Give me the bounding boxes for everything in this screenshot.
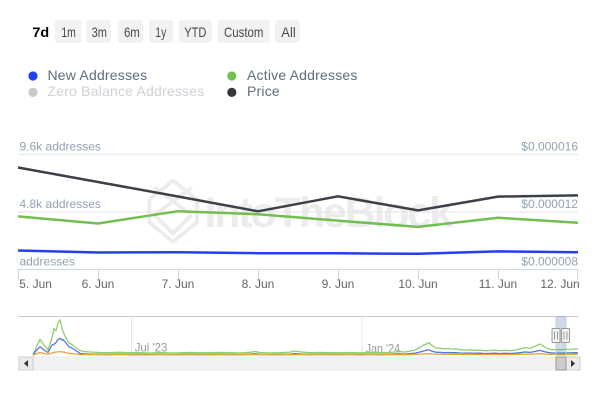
svg-text:addresses: addresses [20, 255, 75, 269]
svg-text:7d: 7d [32, 25, 49, 40]
svg-text:$0.000008: $0.000008 [521, 255, 578, 269]
svg-text:Custom: Custom [224, 25, 263, 40]
svg-text:9. Jun: 9. Jun [322, 277, 355, 291]
svg-text:11. Jun: 11. Jun [479, 277, 517, 291]
svg-text:4.8k addresses: 4.8k addresses [20, 197, 101, 211]
svg-text:10. Jun: 10. Jun [398, 277, 437, 291]
svg-text:$0.000012: $0.000012 [521, 197, 578, 211]
svg-text:Zero Balance Addresses: Zero Balance Addresses [48, 83, 205, 99]
svg-text:New Addresses: New Addresses [48, 67, 148, 83]
svg-text:1y: 1y [155, 25, 166, 40]
svg-text:YTD: YTD [184, 25, 206, 40]
svg-text:6. Jun: 6. Jun [82, 277, 115, 291]
svg-text:12. Jun: 12. Jun [540, 277, 579, 291]
svg-text:1m: 1m [61, 25, 76, 40]
svg-text:5. Jun: 5. Jun [19, 277, 52, 291]
svg-text:All: All [281, 25, 295, 40]
svg-text:Jul '23: Jul '23 [135, 340, 168, 354]
svg-text:6m: 6m [124, 25, 140, 40]
svg-text:Jan '24: Jan '24 [366, 341, 401, 355]
svg-text:9.6k addresses: 9.6k addresses [20, 139, 101, 153]
svg-text:Price: Price [247, 83, 280, 99]
svg-text:7. Jun: 7. Jun [162, 277, 195, 291]
svg-text:Active Addresses: Active Addresses [247, 67, 358, 83]
svg-text:8. Jun: 8. Jun [242, 277, 275, 291]
svg-text:3m: 3m [92, 25, 107, 40]
svg-text:$0.000016: $0.000016 [521, 139, 578, 153]
